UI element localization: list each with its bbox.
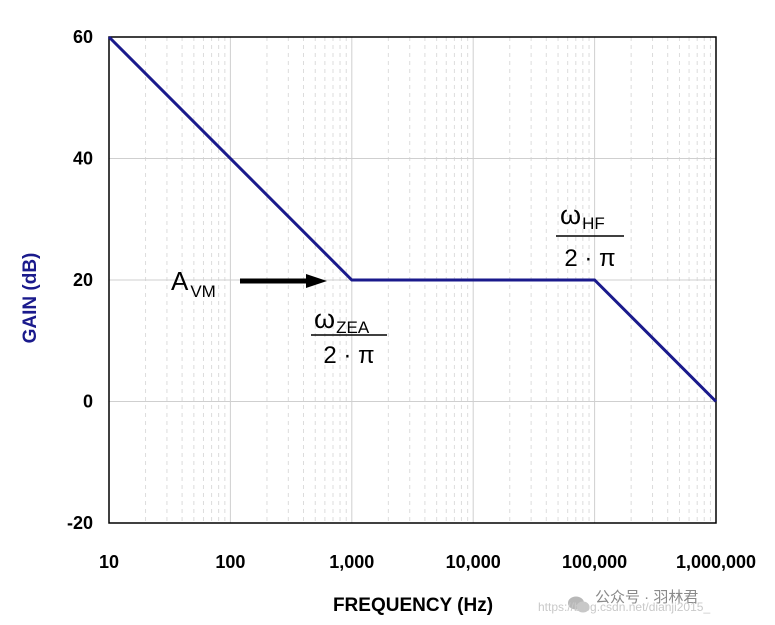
y-tick-label: 0 bbox=[83, 392, 93, 412]
hf-denominator: 2 · π bbox=[564, 245, 615, 272]
hf-annotation: ωHF 2 · π bbox=[556, 200, 624, 272]
x-tick-label: 1,000 bbox=[329, 552, 374, 572]
wechat-icon bbox=[568, 596, 590, 613]
y-tick-labels: -20 0 20 40 60 bbox=[67, 27, 93, 533]
svg-text:ωHF: ωHF bbox=[560, 200, 605, 233]
avm-label: A bbox=[171, 266, 189, 296]
plot-frame bbox=[108, 36, 717, 524]
x-tick-labels: 10 100 1,000 10,000 100,000 1,000,000 bbox=[99, 552, 756, 572]
gain-line bbox=[107, 35, 718, 403]
y-tick-label: 20 bbox=[73, 270, 93, 290]
x-tick-label: 100 bbox=[215, 552, 245, 572]
y-tick-label: -20 bbox=[67, 513, 93, 533]
hf-subscript: HF bbox=[582, 214, 605, 233]
zea-annotation: ωZEA 2 · π bbox=[311, 304, 387, 369]
y-tick-label: 40 bbox=[73, 149, 93, 169]
x-axis-title: FREQUENCY (Hz) bbox=[333, 595, 493, 616]
svg-text:ωZEA: ωZEA bbox=[314, 304, 370, 337]
avm-arrow-head bbox=[306, 274, 327, 288]
zea-omega: ω bbox=[314, 304, 335, 334]
x-tick-label: 10 bbox=[99, 552, 119, 572]
x-tick-label: 1,000,000 bbox=[676, 552, 756, 572]
hf-omega: ω bbox=[560, 200, 581, 230]
svg-text:AVM: A VM bbox=[171, 266, 216, 301]
series-layer bbox=[107, 35, 718, 403]
y-tick-label: 60 bbox=[73, 27, 93, 47]
watermark-url: https://blog.csdn.net/dianji2015_ bbox=[538, 600, 711, 614]
avm-subscript: VM bbox=[190, 282, 216, 301]
zea-subscript: ZEA bbox=[336, 318, 370, 337]
y-axis-title: GAIN (dB) bbox=[20, 253, 41, 344]
avm-annotation: A VM bbox=[171, 266, 327, 301]
watermark-brand: 公众号 · 羽林君 bbox=[595, 589, 699, 606]
x-tick-label: 10,000 bbox=[446, 552, 501, 572]
x-tick-label: 100,000 bbox=[562, 552, 627, 572]
zea-denominator: 2 · π bbox=[323, 342, 374, 369]
